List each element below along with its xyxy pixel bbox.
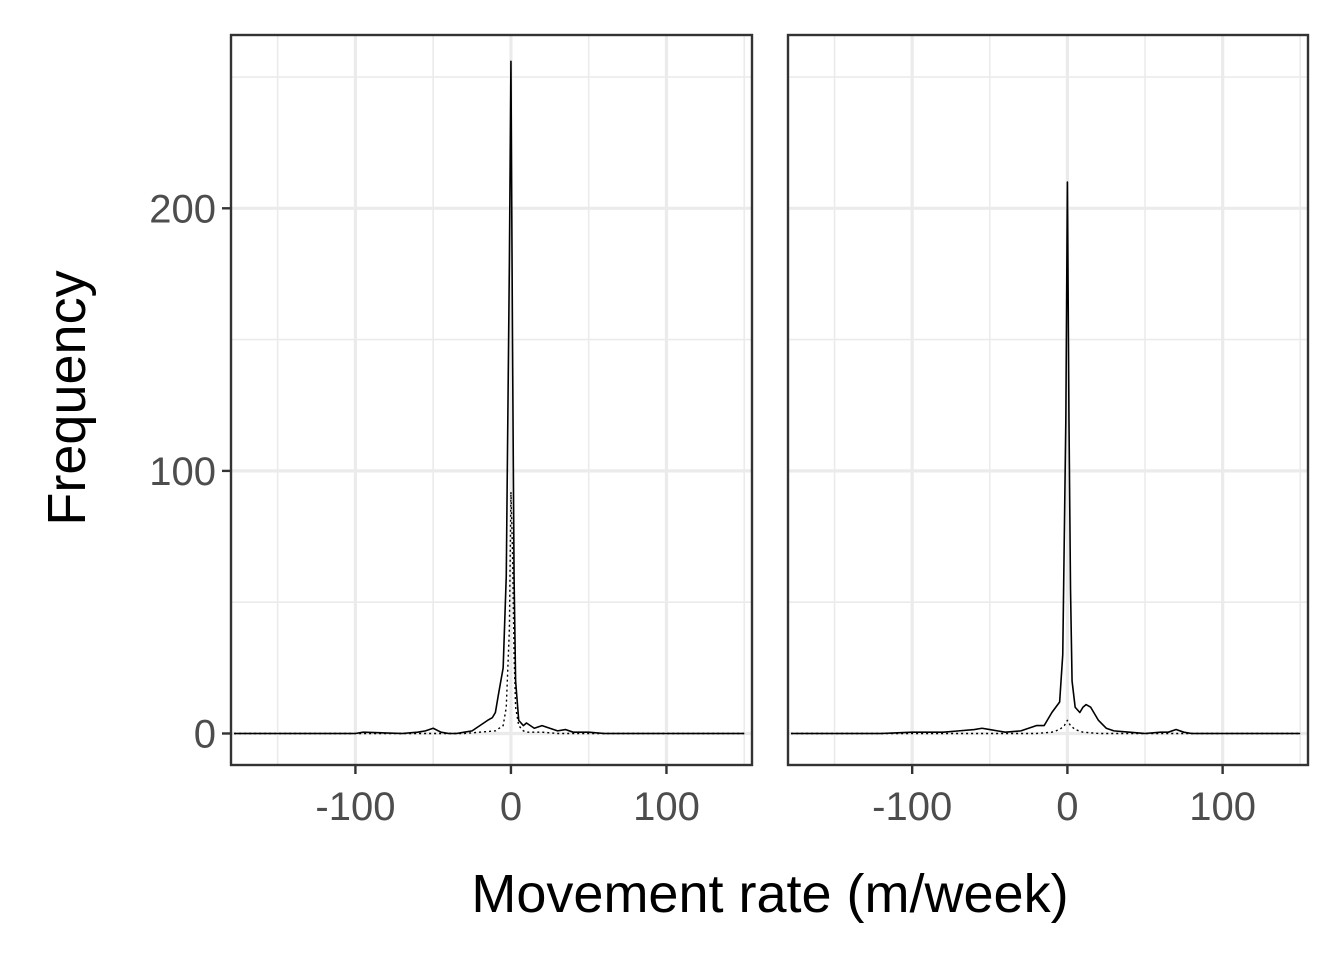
series-line-solid — [234, 60, 745, 735]
series-line-dotted — [791, 719, 1301, 735]
x-axis-title: Movement rate (m/week) — [471, 864, 1068, 924]
panel-1: -100 0 100 0 100 200 — [149, 33, 754, 829]
x-tick-label: -100 — [315, 785, 395, 829]
x-tick-label: 0 — [1056, 785, 1078, 829]
panel-2: -100 0 100 — [786, 33, 1310, 829]
y-tick-label: 200 — [149, 187, 216, 231]
x-tick-label: 100 — [633, 785, 700, 829]
panels-layer: -100 0 100 0 100 200 -100 0 100 — [149, 33, 1310, 829]
panel-border — [786, 33, 1310, 767]
x-tick-label: -100 — [872, 785, 952, 829]
series-line-solid — [791, 181, 1301, 735]
y-axis-title: Frequency — [37, 270, 97, 525]
series-line-dotted — [234, 491, 745, 735]
panel-background — [788, 35, 1308, 765]
panel-background — [231, 35, 752, 765]
y-tick-label: 100 — [149, 450, 216, 494]
x-tick-label: 0 — [500, 785, 522, 829]
x-tick-label: 100 — [1189, 785, 1256, 829]
y-tick-label: 0 — [194, 712, 216, 756]
panel-border — [229, 33, 754, 767]
